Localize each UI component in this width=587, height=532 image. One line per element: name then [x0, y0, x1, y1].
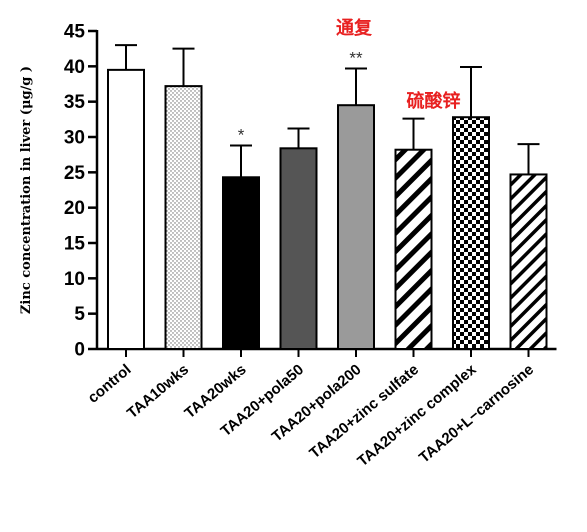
bar	[394, 148, 433, 350]
y-tick-label: 25	[64, 163, 86, 184]
y-tick-label: 45	[64, 22, 86, 43]
y-axis-title: Zinc concentration in liver (μg/g )	[19, 66, 34, 314]
x-tick-label: control	[85, 361, 135, 407]
significance-marker: *	[238, 125, 245, 144]
bar	[164, 85, 203, 351]
y-tick-label: 5	[74, 304, 85, 325]
bar	[279, 147, 318, 350]
bar	[222, 176, 260, 350]
x-tick-label: TAA20+zinc sulfate	[306, 361, 422, 462]
y-tick-label: 35	[64, 92, 86, 113]
bar	[509, 173, 548, 350]
y-tick-label: 30	[64, 128, 85, 149]
bar	[107, 68, 145, 350]
y-tick-label: 40	[64, 57, 85, 78]
x-tick-label: TAA10wks	[124, 361, 192, 422]
significance-marker: **	[349, 48, 363, 67]
bar	[452, 116, 490, 350]
y-tick-label: 0	[74, 340, 85, 361]
bar	[337, 104, 375, 350]
annotation-label: 通复	[336, 17, 373, 39]
annotation-label: 硫酸锌	[407, 90, 461, 112]
y-tick-label: 10	[64, 269, 85, 290]
y-tick-label: 20	[64, 198, 85, 219]
y-tick-label: 15	[64, 234, 86, 255]
x-tick-label: TAA20+L−carnosine	[416, 361, 537, 467]
